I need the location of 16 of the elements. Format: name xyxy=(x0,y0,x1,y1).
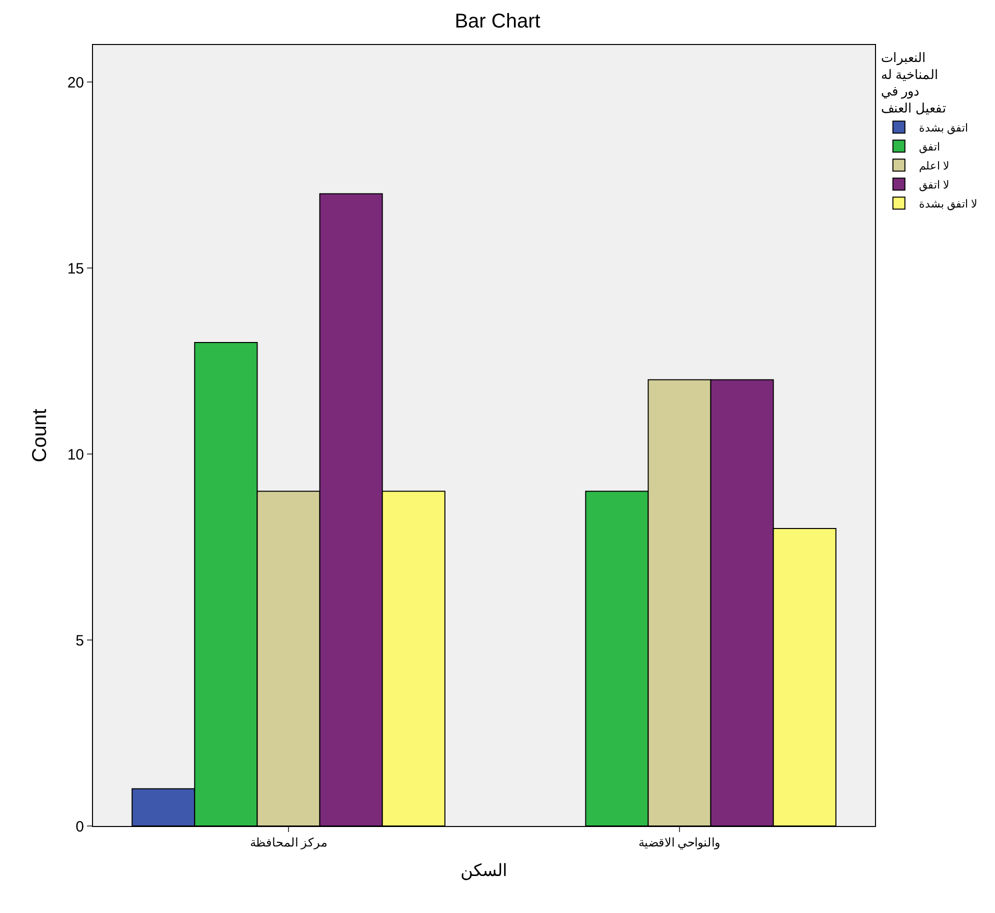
x-tick-label: والنواحي الاقضية xyxy=(638,835,721,850)
legend-label: لا اعلم xyxy=(918,160,949,172)
y-tick-label: 5 xyxy=(76,632,84,650)
y-tick-label: 20 xyxy=(67,74,84,92)
legend-title: النعبرات المناخية له دور في تفعيل العنف xyxy=(880,50,947,116)
y-tick-label: 0 xyxy=(76,818,84,836)
y-tick-label: 10 xyxy=(67,446,84,464)
x-axis-title: السكن xyxy=(460,860,508,881)
legend-label: اتفق بشدة xyxy=(918,122,968,134)
chart-title: Bar Chart xyxy=(454,10,541,33)
y-axis-title: Count xyxy=(28,408,51,462)
y-tick-label: 15 xyxy=(67,260,84,278)
legend-label: لا اتفق xyxy=(918,179,949,192)
legend-label: اتفق xyxy=(918,141,940,154)
legend-label: لا اتفق بشدة xyxy=(918,198,978,210)
x-tick-label: مركز المحافظة xyxy=(250,835,328,850)
